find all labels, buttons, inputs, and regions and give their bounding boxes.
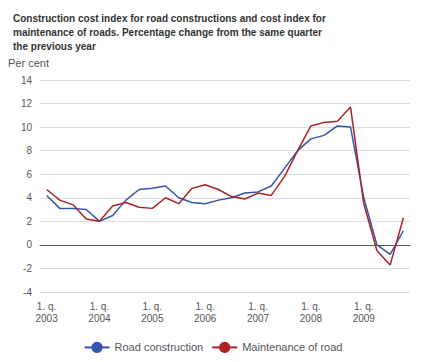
svg-text:1. q.: 1. q. [248, 301, 267, 312]
svg-text:1. q.: 1. q. [143, 301, 162, 312]
svg-text:1. q.: 1. q. [37, 301, 56, 312]
svg-text:2005: 2005 [141, 313, 164, 324]
svg-text:2: 2 [26, 216, 32, 227]
svg-text:2004: 2004 [88, 313, 111, 324]
svg-text:the previous year: the previous year [13, 41, 96, 52]
svg-text:-4: -4 [23, 287, 32, 298]
svg-text:Construction cost index for ro: Construction cost index for road constru… [13, 13, 326, 24]
svg-text:2003: 2003 [35, 313, 58, 324]
svg-text:2008: 2008 [300, 313, 323, 324]
svg-text:2007: 2007 [247, 313, 270, 324]
svg-text:1. q.: 1. q. [90, 301, 109, 312]
svg-text:Maintenance of road: Maintenance of road [242, 341, 342, 353]
svg-text:6: 6 [26, 169, 32, 180]
svg-text:4: 4 [26, 192, 32, 203]
svg-text:Per cent: Per cent [8, 57, 49, 69]
svg-text:maintenance of roads. Percenta: maintenance of roads. Percentage change … [13, 27, 322, 38]
svg-text:1. q.: 1. q. [301, 301, 320, 312]
svg-text:2006: 2006 [194, 313, 217, 324]
svg-text:12: 12 [21, 98, 33, 109]
svg-text:1. q.: 1. q. [195, 301, 214, 312]
svg-text:14: 14 [21, 75, 33, 86]
svg-text:-2: -2 [23, 263, 32, 274]
svg-text:0: 0 [26, 239, 32, 250]
svg-text:10: 10 [21, 122, 33, 133]
svg-text:2009: 2009 [353, 313, 376, 324]
svg-text:1. q.: 1. q. [354, 301, 373, 312]
svg-text:8: 8 [26, 145, 32, 156]
svg-text:Road construction: Road construction [115, 341, 204, 353]
